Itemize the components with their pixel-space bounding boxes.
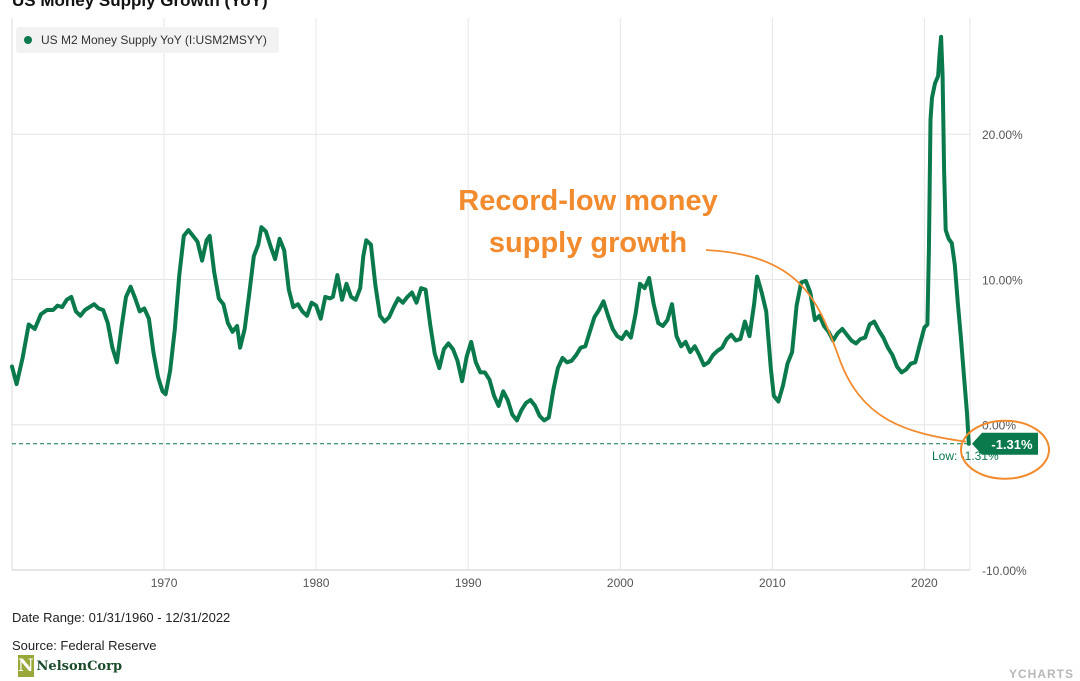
x-tick-label: 2000 <box>607 576 634 590</box>
annotation-layer: -1.31% Record-low money supply growth <box>458 185 1050 480</box>
legend-label: US M2 Money Supply YoY (I:USM2MSYY) <box>41 33 267 47</box>
y-tick-label: 20.00% <box>982 128 1023 142</box>
x-tick-label: 2010 <box>759 576 786 590</box>
legend-marker-icon <box>24 36 32 44</box>
series-line-m2-yoy <box>10 34 971 446</box>
last-value-label: -1.31% <box>991 437 1033 452</box>
y-tick-label: 10.00% <box>982 273 1023 287</box>
x-tick-label: 1980 <box>303 576 330 590</box>
source-text: Source: Federal Reserve <box>12 638 157 653</box>
chart-title: US Money Supply Growth (YoY) <box>12 0 268 10</box>
series-layer <box>10 34 971 446</box>
x-tick-label: 2020 <box>911 576 938 590</box>
logo-n-icon: N <box>18 655 34 677</box>
logo-text: NelsonCorp <box>36 658 122 674</box>
annotation-line-1: Record-low money <box>458 185 717 217</box>
x-tick-label: 1990 <box>455 576 482 590</box>
nelsoncorp-logo: N NelsonCorp <box>18 655 122 677</box>
highlight-ellipse <box>960 419 1050 480</box>
axis-layer: 20.00%10.00%0.00%-10.00%1970 1980 1990 2000… <box>151 128 1027 590</box>
last-value-flag <box>972 432 1038 455</box>
y-tick-label: -10.00% <box>982 564 1027 578</box>
legend: US M2 Money Supply YoY (I:USM2MSYY) <box>16 27 279 53</box>
annotation-line-2: supply growth <box>489 227 687 259</box>
x-tick-label: 1970 <box>151 576 178 590</box>
ycharts-watermark: YCHARTS <box>1008 667 1074 681</box>
date-range-text: Date Range: 01/31/1960 - 12/31/2022 <box>12 610 231 625</box>
annotation-arrow-curve <box>705 249 967 443</box>
grid-layer <box>11 18 971 571</box>
